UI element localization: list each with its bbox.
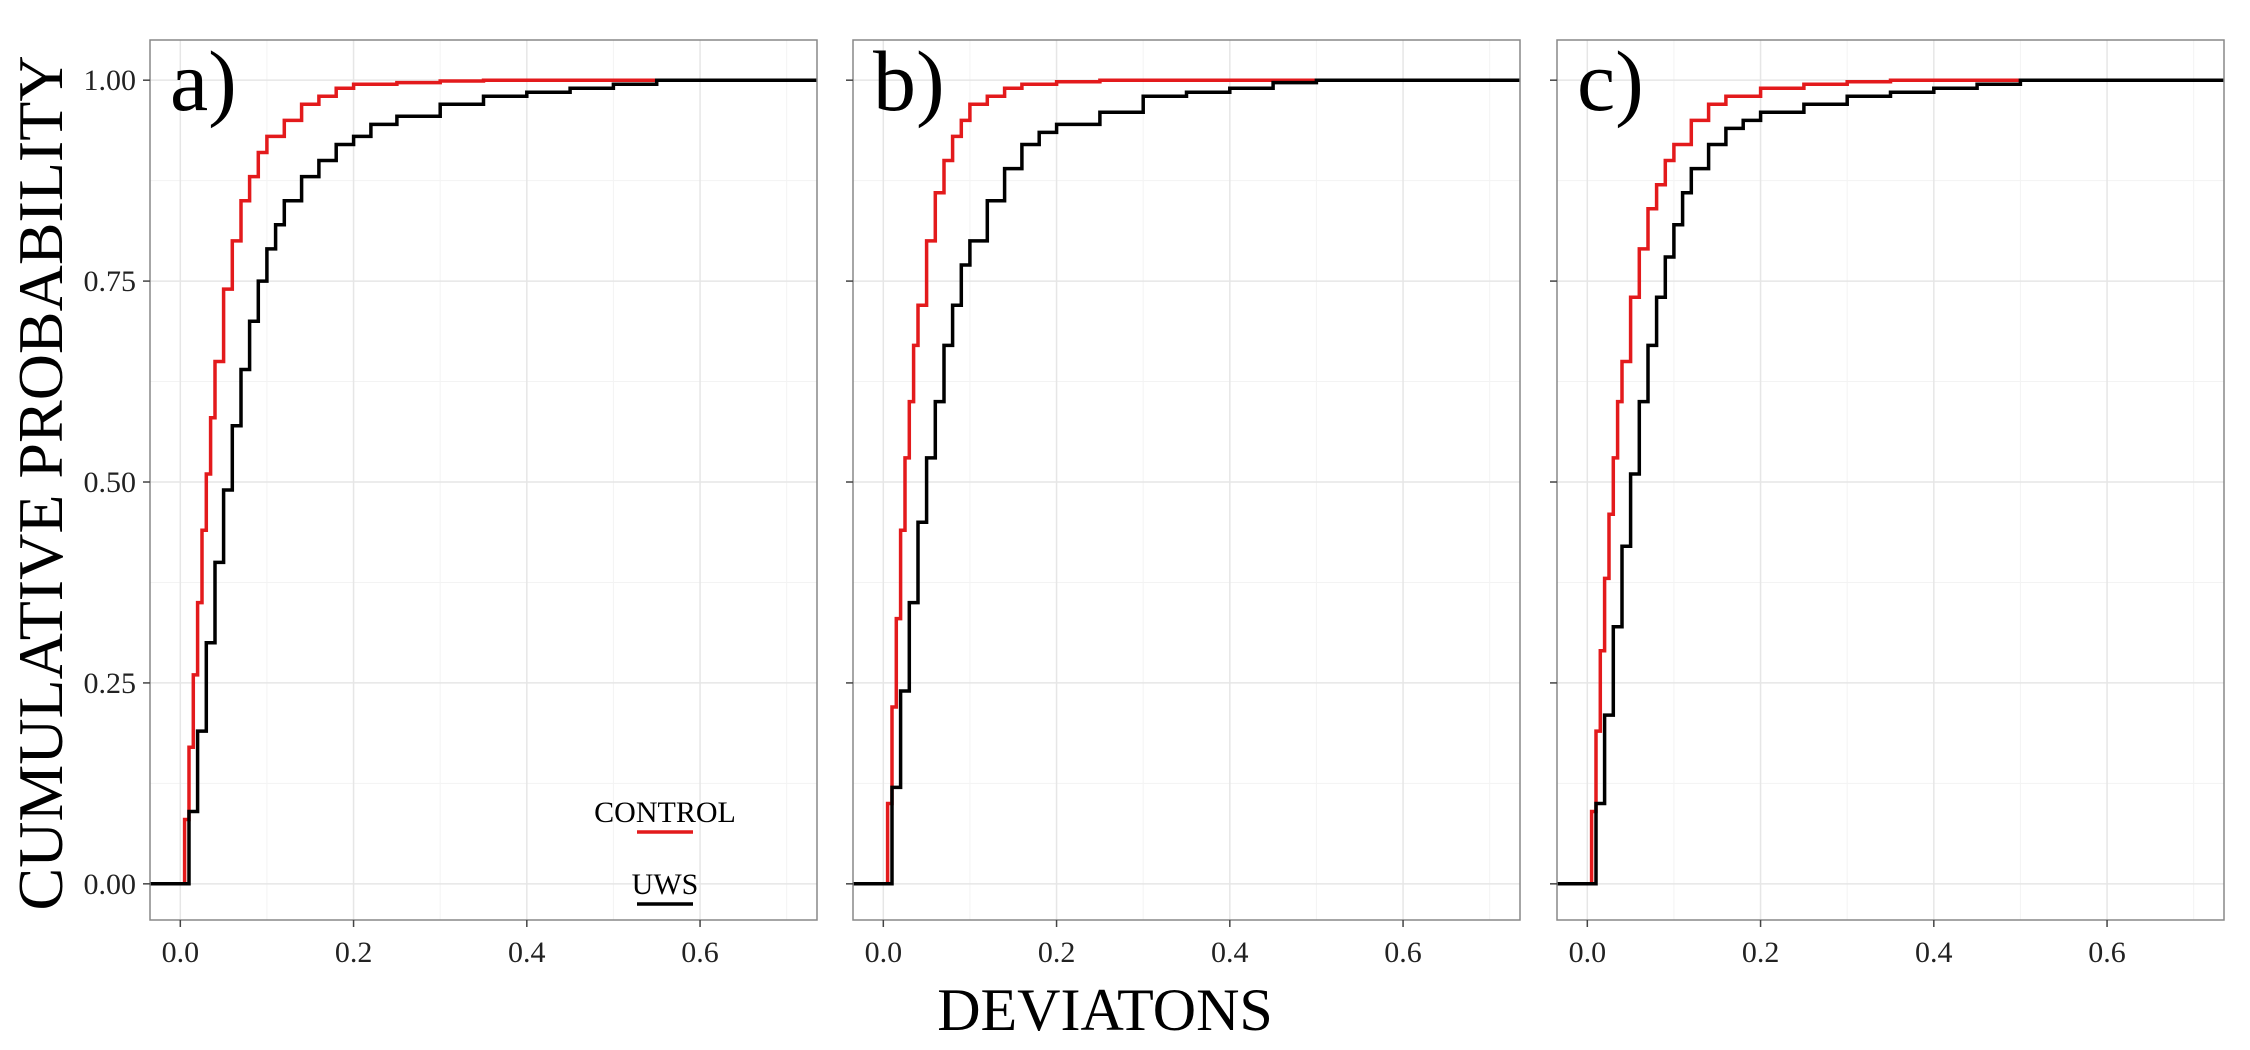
panel-c: 0.0 0.2 0.4 0.6 c) (1550, 33, 2225, 969)
y-tick-label: 0.50 (84, 466, 137, 499)
legend-label-uws: UWS (632, 868, 699, 901)
legend-label-control: CONTROL (594, 796, 736, 829)
y-tick-label: 0.25 (84, 667, 137, 700)
y-axis-title: CUMULATIVE PROBABILITY (5, 55, 76, 910)
x-tick-label: 0.2 (1742, 936, 1780, 969)
x-tick-label: 0.6 (2088, 936, 2126, 969)
legend: CONTROL UWS (594, 796, 736, 906)
panel-b: 0.0 0.2 0.4 0.6 b) (846, 33, 1521, 969)
x-tick-label: 0.0 (1569, 936, 1607, 969)
panel-label: c) (1577, 33, 1644, 129)
panels: 0.0 0.2 0.4 0.6 0.00 0.25 0.50 0.75 1.00 a) CONTRO… (84, 33, 2225, 969)
series-line-control (853, 78, 1520, 886)
x-tick-label: 0.6 (681, 936, 719, 969)
series-line-control (1557, 78, 2224, 886)
y-tick-label: 0.75 (84, 265, 137, 298)
y-tick-label: 0.00 (84, 868, 137, 901)
panel-label: a) (170, 33, 237, 129)
panel-label: b) (873, 33, 945, 129)
series-line-uws (1557, 78, 2224, 886)
x-tick-label: 0.4 (1211, 936, 1249, 969)
x-tick-label: 0.6 (1384, 936, 1422, 969)
x-tick-label: 0.0 (162, 936, 200, 969)
y-tick-label: 1.00 (84, 64, 137, 97)
series-line-control (150, 78, 817, 886)
x-tick-label: 0.2 (1038, 936, 1076, 969)
x-tick-label: 0.4 (508, 936, 546, 969)
panel-a: 0.0 0.2 0.4 0.6 0.00 0.25 0.50 0.75 1.00 a) CONTRO… (84, 33, 818, 969)
series-line-uws (853, 78, 1520, 886)
x-tick-label: 0.0 (865, 936, 903, 969)
series-line-uws (150, 78, 817, 886)
x-tick-label: 0.4 (1915, 936, 1953, 969)
panel-background (150, 40, 817, 920)
x-axis-title: DEVIATONS (937, 977, 1273, 1043)
panel-background (853, 40, 1520, 920)
panel-border (852, 39, 1521, 921)
panel-border (149, 39, 818, 921)
x-tick-label: 0.2 (335, 936, 373, 969)
panel-border (1556, 39, 2225, 921)
panel-background (1557, 40, 2224, 920)
